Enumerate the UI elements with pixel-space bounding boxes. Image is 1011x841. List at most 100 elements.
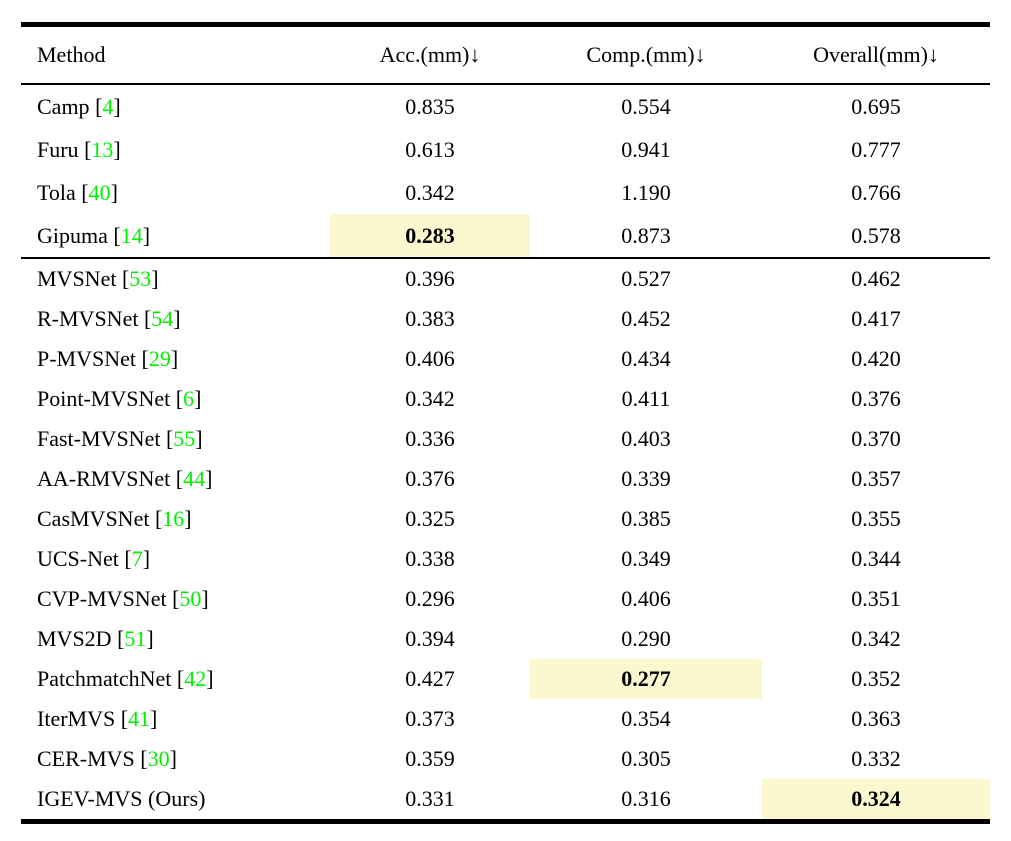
table-row: IGEV-MVS (Ours) 0.331 0.316 0.324 — [21, 779, 990, 822]
method-cell: Gipuma [14] — [21, 214, 330, 258]
citation-link[interactable]: [40] — [75, 179, 118, 205]
acc-cell: 0.336 — [405, 426, 455, 451]
method-cell: MVSNet [53] — [21, 258, 330, 299]
method-cell: P-MVSNet [29] — [21, 339, 330, 379]
results-table-container: Method Acc.(mm)↓ Comp.(mm)↓ Overall(mm)↓… — [21, 22, 990, 824]
acc-cell: 0.283 — [330, 214, 530, 258]
method-cell: CER-MVS [30] — [21, 739, 330, 779]
citation-link[interactable]: [30] — [134, 746, 177, 771]
comp-cell: 0.554 — [621, 93, 671, 119]
method-name: Fast-MVSNet — [37, 426, 161, 451]
acc-cell: 0.338 — [405, 546, 455, 571]
overall-cell: 0.342 — [851, 626, 901, 651]
comp-cell: 0.527 — [621, 266, 671, 291]
acc-cell: 0.342 — [405, 179, 455, 205]
citation-number: 54 — [151, 306, 174, 331]
citation-number: 51 — [124, 626, 147, 651]
table-row: CasMVSNet [16] 0.325 0.385 0.355 — [21, 499, 990, 539]
citation-link[interactable]: [14] — [107, 222, 151, 248]
table-header: Method Acc.(mm)↓ Comp.(mm)↓ Overall(mm)↓ — [21, 25, 990, 84]
method-name: Tola — [37, 179, 76, 205]
citation-number: 14 — [120, 222, 143, 248]
overall-cell: 0.777 — [851, 136, 901, 162]
comp-cell: 0.403 — [621, 426, 671, 451]
comp-cell: 0.305 — [621, 746, 671, 771]
method-name: AA-RMVSNet — [37, 466, 171, 491]
acc-cell: 0.383 — [405, 306, 455, 331]
citation-link[interactable]: [7] — [118, 546, 151, 571]
acc-cell: 0.325 — [405, 506, 455, 531]
method-name: MVSNet — [37, 266, 117, 291]
method-cell: IterMVS [41] — [21, 699, 330, 739]
acc-cell: 0.373 — [405, 706, 455, 731]
table-group-learning: MVSNet [53] 0.396 0.527 0.462 R-MVSNet [… — [21, 258, 990, 822]
citation-link[interactable]: [6] — [170, 386, 202, 411]
method-name: P-MVSNet — [37, 346, 137, 371]
comp-cell: 0.411 — [621, 386, 671, 411]
citation-link[interactable]: [4] — [89, 93, 121, 119]
overall-cell: 0.420 — [851, 346, 901, 371]
citation-link[interactable]: [29] — [136, 346, 179, 371]
method-name: Gipuma — [37, 222, 108, 248]
method-cell: MVS2D [51] — [21, 619, 330, 659]
citation-number: 4 — [102, 93, 114, 119]
comp-cell: 0.406 — [621, 586, 671, 611]
method-cell: R-MVSNet [54] — [21, 299, 330, 339]
overall-cell: 0.695 — [851, 93, 901, 119]
citation-number: 13 — [91, 136, 114, 162]
table-row: MVS2D [51] 0.394 0.290 0.342 — [21, 619, 990, 659]
method-cell: Furu [13] — [21, 128, 330, 171]
citation-number: 7 — [131, 546, 143, 571]
comp-cell: 0.290 — [621, 626, 671, 651]
method-name: R-MVSNet — [37, 306, 139, 331]
overall-cell: 0.363 — [851, 706, 901, 731]
overall-cell: 0.417 — [851, 306, 901, 331]
column-header-method: Method — [37, 42, 106, 67]
citation-number: 53 — [129, 266, 152, 291]
column-header-comp: Comp.(mm)↓ — [586, 42, 706, 67]
citation-link[interactable]: [16] — [149, 506, 192, 531]
method-cell: AA-RMVSNet [44] — [21, 459, 330, 499]
comp-cell: 1.190 — [621, 179, 671, 205]
comp-cell: 0.434 — [621, 346, 671, 371]
overall-cell: 0.355 — [851, 506, 901, 531]
overall-cell: 0.324 — [762, 779, 990, 822]
acc-cell: 0.296 — [405, 586, 455, 611]
overall-cell: 0.351 — [851, 586, 901, 611]
method-cell: Fast-MVSNet [55] — [21, 419, 330, 459]
acc-cell: 0.613 — [405, 136, 455, 162]
citation-link[interactable]: [41] — [115, 706, 158, 731]
table-row: Gipuma [14] 0.283 0.873 0.578 — [21, 214, 990, 258]
acc-cell: 0.359 — [405, 746, 455, 771]
overall-cell: 0.462 — [851, 266, 901, 291]
table-row: Tola [40] 0.342 1.190 0.766 — [21, 171, 990, 214]
method-cell: PatchmatchNet [42] — [21, 659, 330, 699]
citation-number: 6 — [183, 386, 195, 411]
comp-cell: 0.354 — [621, 706, 671, 731]
acc-cell: 0.394 — [405, 626, 455, 651]
method-cell: CasMVSNet [16] — [21, 499, 330, 539]
comp-cell: 0.349 — [621, 546, 671, 571]
method-name: Point-MVSNet — [37, 386, 171, 411]
acc-cell: 0.835 — [405, 93, 455, 119]
table-row: AA-RMVSNet [44] 0.376 0.339 0.357 — [21, 459, 990, 499]
table-row: P-MVSNet [29] 0.406 0.434 0.420 — [21, 339, 990, 379]
acc-cell: 0.406 — [405, 346, 455, 371]
citation-link[interactable]: [13] — [78, 136, 121, 162]
method-name: IGEV-MVS (Ours) — [37, 786, 206, 811]
overall-cell: 0.376 — [851, 386, 901, 411]
method-name: IterMVS — [37, 706, 116, 731]
acc-cell: 0.427 — [405, 666, 455, 691]
method-cell: Point-MVSNet [6] — [21, 379, 330, 419]
citation-link[interactable]: [50] — [166, 586, 209, 611]
acc-cell: 0.376 — [405, 466, 455, 491]
citation-link[interactable]: [53] — [116, 266, 159, 291]
citation-link[interactable]: [55] — [160, 426, 203, 451]
acc-cell: 0.396 — [405, 266, 455, 291]
citation-link[interactable]: [54] — [138, 306, 181, 331]
method-name: MVS2D — [37, 626, 112, 651]
citation-link[interactable]: [44] — [170, 466, 213, 491]
table-group-traditional: Camp [4] 0.835 0.554 0.695 Furu [13] 0.6… — [21, 84, 990, 258]
citation-link[interactable]: [42] — [171, 666, 214, 691]
citation-link[interactable]: [51] — [111, 626, 154, 651]
